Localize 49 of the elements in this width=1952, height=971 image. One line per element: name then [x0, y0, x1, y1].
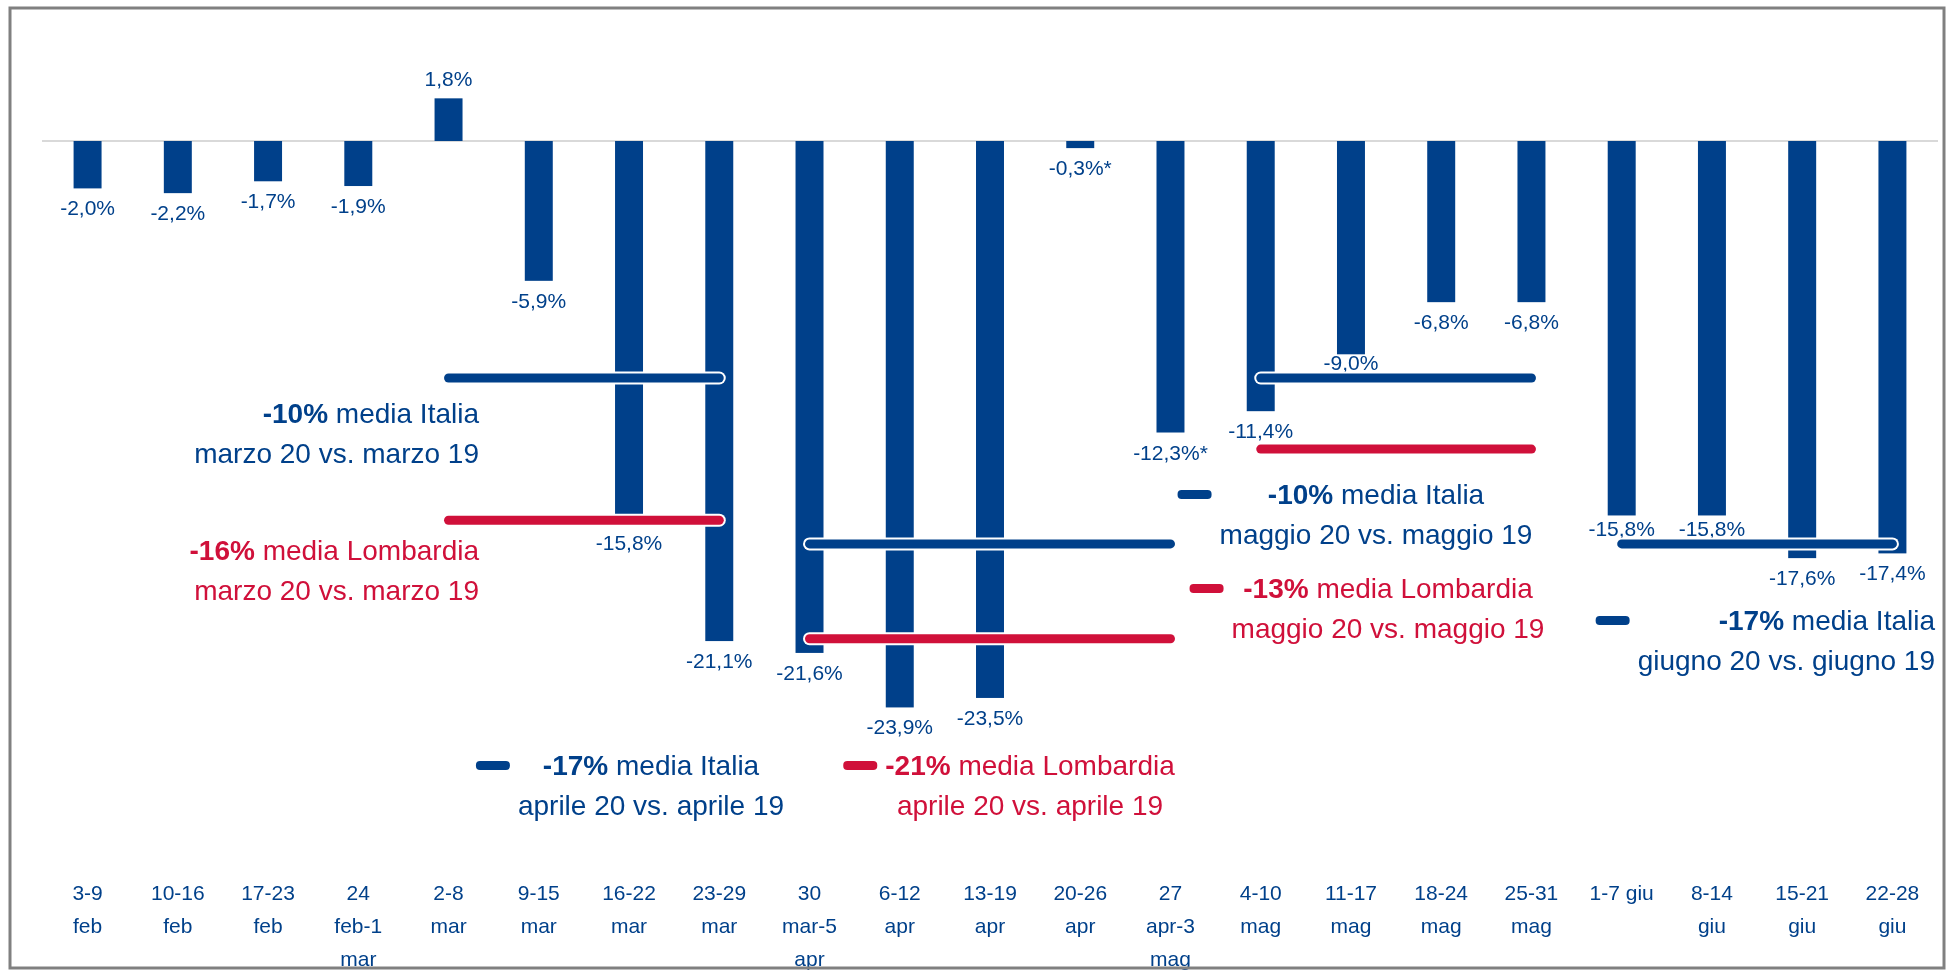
x-tick-label: 30 mar-5 apr	[782, 881, 837, 970]
x-tick-label: 17-23 feb	[241, 881, 295, 937]
data-label: -6,8%	[1504, 310, 1559, 334]
x-tick-label: 23-29 mar	[692, 881, 747, 937]
x-tick-label: 11-17 mag	[1324, 881, 1378, 937]
series-label: -16% media Lombardia marzo 20 vs. marzo 19	[189, 535, 480, 606]
x-tick-label: 6-12 apr	[878, 881, 921, 937]
x-tick-label: 10-16 feb	[150, 881, 205, 937]
x-tick-label: 3-9 feb	[72, 881, 103, 937]
x-tick-label: 9-15 mar	[517, 881, 560, 937]
data-label: -15,8%	[1678, 516, 1746, 540]
legend-label: -17% media Italia aprile 20 vs. aprile 19	[517, 750, 785, 821]
x-tick-label: 1-7 giu	[1589, 881, 1654, 904]
data-label: 1,8%	[424, 67, 473, 91]
x-tick-label: 4-10 mag	[1239, 881, 1282, 937]
data-label: -23,5%	[956, 705, 1024, 729]
data-label: -21,1%	[686, 649, 753, 673]
data-label: -1,7%	[240, 189, 296, 213]
x-tick-label: 15-21 giu	[1775, 881, 1830, 937]
text: -17% media Italia giugno 20 vs. giugno 19	[1637, 605, 1936, 676]
x-tick-label: 20-26 apr	[1053, 881, 1108, 937]
data-label: -5,9%	[511, 288, 567, 312]
data-label: -0,3%*	[1048, 156, 1112, 180]
x-tick-label: 2-8 mar	[430, 881, 467, 937]
x-tick-label: 8-14 giu	[1690, 881, 1734, 937]
data-label: -17,4%	[1859, 561, 1926, 585]
x-tick-label: 25-31 mag	[1504, 881, 1559, 937]
x-tick-label: 24 feb-1 mar	[334, 881, 383, 970]
data-label: -23,9%	[866, 715, 934, 739]
data-label: -17,6%	[1768, 566, 1836, 590]
data-label: -2,0%	[60, 196, 115, 220]
data-label: -21,6%	[776, 660, 843, 684]
x-tick-label: 18-24 mag	[1414, 881, 1469, 937]
legend-label: -10% media Italia maggio 20 vs. maggio 19	[1219, 479, 1533, 550]
data-label: -2,2%	[150, 201, 206, 225]
x-tick-label: 22-28 giu	[1865, 881, 1920, 937]
data-label: -11,4%	[1228, 419, 1294, 443]
data-label: -15,8%	[595, 531, 663, 555]
legend-label: -21% media Lombardia aprile 20 vs. aprile 19	[885, 750, 1176, 821]
x-tick-label: 13-19 apr	[963, 881, 1017, 937]
data-label: -1,9%	[330, 194, 386, 218]
data-label: -9,0%	[1323, 351, 1379, 374]
series-label: -10% media Italia marzo 20 vs. marzo 19	[194, 398, 480, 469]
data-label: -15,8%	[1588, 516, 1655, 540]
legend-label: -13% media Lombardia maggio 20 vs. maggio 19	[1231, 573, 1545, 644]
x-tick-label: 27 apr-3 mag	[1145, 881, 1195, 970]
data-label: -12,3%*	[1133, 440, 1208, 464]
x-tick-label: 16-22 mar	[602, 881, 656, 937]
data-label: -6,8%	[1413, 310, 1469, 334]
